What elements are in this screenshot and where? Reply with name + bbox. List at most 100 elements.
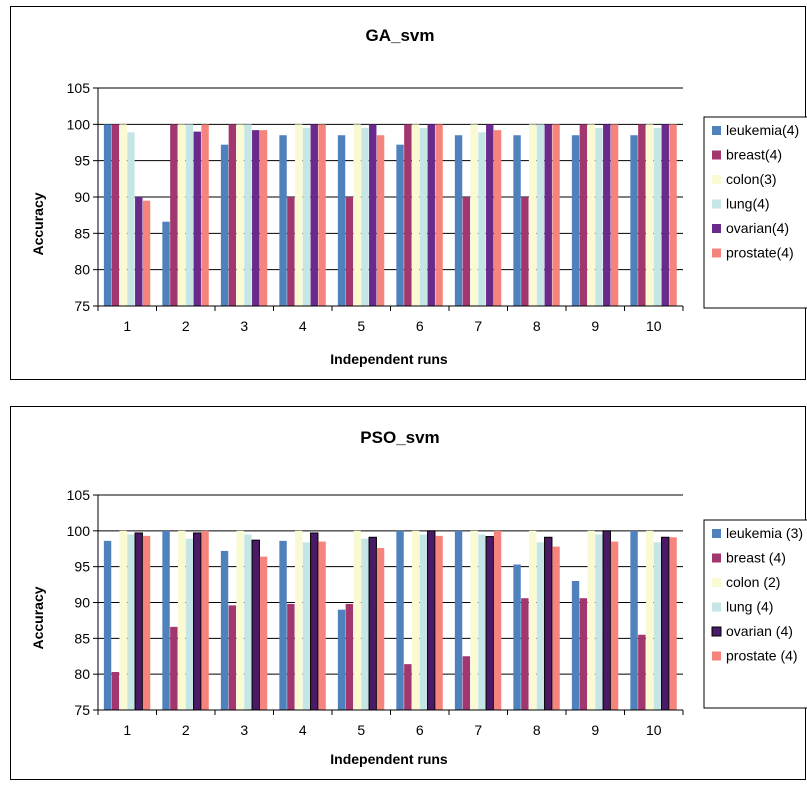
bar-6-series-4 — [419, 534, 428, 710]
bar-1-series-1 — [103, 124, 112, 306]
bar-4-series-4 — [302, 542, 311, 710]
bar-6-series-6 — [435, 535, 443, 710]
bar-2-series-5 — [193, 532, 202, 711]
x-tick-label: 9 — [591, 722, 599, 738]
y-tick-label: 85 — [74, 630, 90, 646]
bar-5-series-5 — [368, 536, 377, 711]
y-tick-label: 95 — [74, 559, 90, 575]
bar-7-series-2 — [462, 656, 471, 710]
bar-3-series-5 — [252, 130, 260, 306]
bar-5-series-6 — [376, 135, 385, 306]
bar-2-series-3 — [177, 124, 186, 306]
bar-10-series-2 — [638, 124, 646, 306]
bar-10-series-5 — [661, 536, 670, 711]
y-tick-label: 100 — [67, 523, 91, 539]
y-tick-label: 75 — [74, 702, 90, 718]
bar-10-series-4 — [653, 127, 662, 306]
legend-swatch — [712, 150, 721, 160]
bar-1-series-3 — [119, 530, 127, 710]
x-tick-label: 9 — [591, 318, 599, 334]
bar-10-series-3 — [645, 124, 654, 306]
legend-label: leukemia(4) — [726, 122, 799, 138]
bar-8-series-3 — [528, 124, 537, 306]
legend-swatch — [712, 175, 721, 184]
bar-8-series-6 — [552, 124, 560, 306]
bar-4-series-5 — [310, 532, 319, 711]
x-tick-label: 5 — [357, 722, 365, 738]
bar-4-series-3 — [294, 124, 303, 306]
bar-7-series-4 — [478, 534, 486, 710]
bar-3-series-1 — [220, 550, 229, 710]
x-tick-label: 7 — [474, 722, 482, 738]
bar-10-series-6 — [669, 124, 677, 306]
bar-7-series-4 — [478, 132, 486, 306]
bar-5-series-4 — [361, 127, 369, 306]
bar-6-series-1 — [396, 144, 404, 306]
legend-label: lung (4) — [726, 599, 773, 615]
bar-6-series-3 — [411, 124, 420, 306]
bar-5-series-3 — [353, 124, 361, 306]
y-tick-label: 90 — [74, 189, 90, 205]
bar-7-series-1 — [454, 135, 463, 306]
bar-3-series-4 — [244, 534, 252, 710]
y-tick-label: 80 — [74, 262, 90, 278]
ga-svm-chart: GA_svm Accuracy Independent runs 7580859… — [30, 26, 807, 367]
legend-swatch — [712, 553, 721, 563]
bar-7-series-1 — [454, 530, 463, 710]
bar-9-series-3 — [587, 530, 595, 710]
legend: leukemia(4) breast(4) colon(3) lung(4) ovari… — [703, 116, 807, 309]
x-tick-label: 4 — [299, 318, 307, 334]
bar-5-series-5 — [369, 124, 377, 306]
bar-7-series-3 — [470, 530, 478, 710]
bar-3-series-6 — [259, 130, 268, 306]
x-tick-label: 2 — [182, 318, 190, 334]
bar-1-series-2 — [111, 124, 120, 306]
bar-3-series-6 — [259, 556, 268, 710]
legend-label: prostate (4) — [726, 648, 798, 664]
x-axis-label: Independent runs — [330, 751, 448, 767]
x-tick-label: 1 — [123, 722, 131, 738]
bar-6-series-2 — [404, 124, 412, 306]
bar-6-series-5 — [427, 530, 436, 711]
bar-8-series-4 — [536, 124, 545, 306]
x-tick-label: 3 — [240, 722, 248, 738]
bar-7-series-5 — [485, 536, 494, 711]
x-tick-label: 5 — [357, 318, 365, 334]
bar-6-series-3 — [411, 530, 420, 710]
bar-8-series-5 — [544, 124, 552, 306]
x-tick-label: 3 — [240, 318, 248, 334]
x-axis-label: Independent runs — [330, 351, 448, 367]
bar-3-series-1 — [220, 144, 229, 306]
bar-1-series-2 — [111, 672, 120, 710]
legend-label: prostate(4) — [726, 245, 794, 261]
legend-label: leukemia (3) — [726, 525, 803, 541]
y-tick-label: 80 — [74, 666, 90, 682]
bar-8-series-2 — [521, 598, 529, 710]
bar-9-series-1 — [571, 581, 580, 710]
legend-swatch — [712, 529, 721, 538]
x-tick-label: 10 — [646, 722, 662, 738]
bar-4-series-1 — [279, 135, 287, 306]
bar-6-series-5 — [427, 124, 435, 306]
y-tick-label: 75 — [74, 298, 90, 314]
legend-box — [703, 116, 807, 309]
bar-7-series-3 — [470, 124, 478, 306]
bar-4-series-2 — [287, 603, 295, 710]
bar-8-series-4 — [536, 542, 545, 710]
bar-1-series-4 — [127, 534, 135, 710]
legend-swatch — [712, 199, 721, 209]
bar-9-series-5 — [603, 124, 611, 306]
bar-1-series-1 — [103, 540, 112, 710]
x-tick-label: 6 — [416, 318, 424, 334]
legend-swatch — [712, 126, 721, 135]
bar-8-series-2 — [521, 197, 529, 306]
x-tick-label: 7 — [474, 318, 482, 334]
legend-swatch — [712, 578, 721, 587]
bar-5-series-2 — [345, 197, 354, 306]
legend-label: breast(4) — [726, 147, 782, 163]
bar-3-series-2 — [228, 605, 237, 710]
bar-10-series-5 — [661, 124, 669, 306]
bar-2-series-2 — [170, 124, 178, 306]
x-tick-label: 8 — [533, 318, 541, 334]
bar-10-series-4 — [653, 542, 662, 710]
